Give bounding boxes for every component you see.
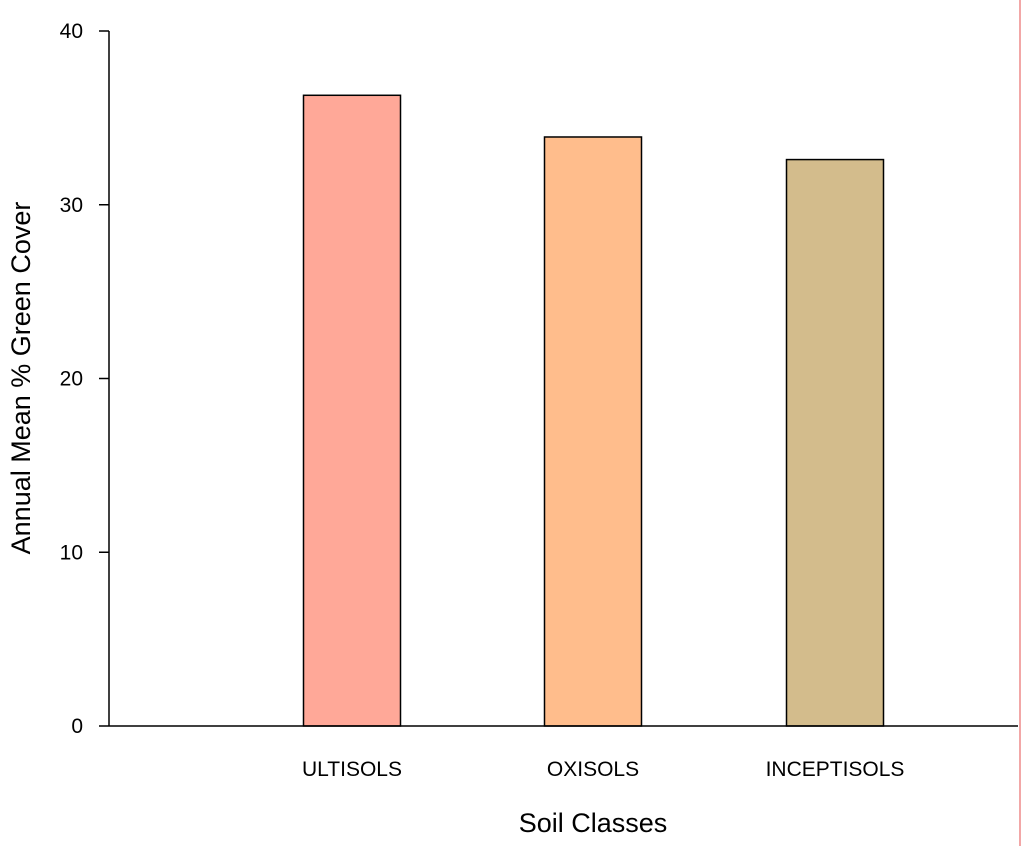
y-tick-label: 0 bbox=[71, 715, 83, 738]
x-tick-label: INCEPTISOLS bbox=[766, 758, 905, 781]
x-axis-title: Soil Classes bbox=[519, 808, 668, 838]
x-tick-label: ULTISOLS bbox=[302, 758, 402, 781]
x-axis: ULTISOLS OXISOLS INCEPTISOLS bbox=[109, 725, 1018, 781]
y-tick-label: 10 bbox=[60, 541, 83, 564]
y-axis-title: Annual Mean % Green Cover bbox=[6, 202, 36, 555]
y-axis: 0 10 20 30 40 bbox=[60, 20, 110, 738]
bar-oxisols bbox=[543, 136, 643, 727]
y-tick-label: 30 bbox=[60, 194, 83, 217]
bar-inceptisols bbox=[785, 158, 885, 727]
bars-group bbox=[302, 94, 885, 727]
y-tick-label: 40 bbox=[60, 20, 83, 43]
bar-ultisols bbox=[302, 94, 402, 727]
y-tick-label: 20 bbox=[60, 368, 83, 391]
x-tick-label: OXISOLS bbox=[547, 758, 639, 781]
